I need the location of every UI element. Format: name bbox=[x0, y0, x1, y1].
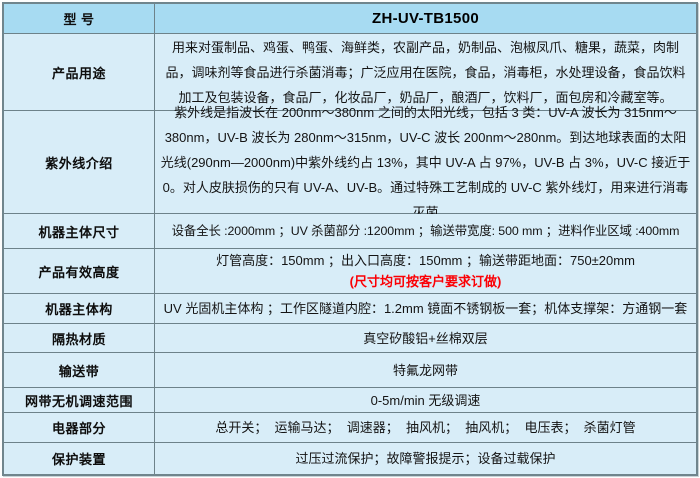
row-value-main: 灯管高度：150mm ；出入口高度：150mm ；输送带距地面：750±20mm bbox=[216, 253, 635, 268]
table-row-machine-body: 机器主体构 UV 光固机主体构 ；工作区隧道内腔：1.2mm 镜面不锈钢板一套；… bbox=[4, 294, 696, 324]
row-label: 输送带 bbox=[4, 353, 155, 387]
row-value: 真空矽酸铝+丝棉双层 bbox=[155, 324, 696, 352]
table-row-conveyor-belt: 输送带 特氟龙网带 bbox=[4, 353, 696, 388]
row-value: 特氟龙网带 bbox=[155, 353, 696, 387]
row-value: UV 光固机主体构 ；工作区隧道内腔：1.2mm 镜面不锈钢板一套；机体支撑架：… bbox=[155, 294, 696, 323]
row-label: 保护装置 bbox=[4, 443, 155, 474]
row-value: 过压过流保护；故障警报提示；设备过载保护 bbox=[155, 443, 696, 474]
model-label: 型 号 bbox=[4, 4, 155, 33]
row-value: 灯管高度：150mm ；出入口高度：150mm ；输送带距地面：750±20mm… bbox=[155, 249, 696, 293]
table-row-speed-range: 网带无机调速范围 0-5m/min 无级调速 bbox=[4, 388, 696, 413]
row-value: 总开关； 运输马达； 调速器； 抽风机； 抽风机； 电压表； 杀菌灯管 bbox=[155, 413, 696, 442]
table-row-uv-intro: 紫外线介绍 紫外线是指波长在 200nm～380nm 之间的太阳光线，包括 3 … bbox=[4, 105, 696, 220]
table-row-electrical: 电器部分 总开关； 运输马达； 调速器； 抽风机； 抽风机； 电压表； 杀菌灯管 bbox=[4, 413, 696, 443]
table-row-effective-height: 产品有效高度 灯管高度：150mm ；出入口高度：150mm ；输送带距地面：7… bbox=[4, 249, 696, 294]
row-label: 网带无机调速范围 bbox=[4, 388, 155, 412]
row-label: 产品用途 bbox=[4, 34, 155, 110]
row-value: 用来对蛋制品、鸡蛋、鸭蛋、海鲜类，农副产品，奶制品、泡椒凤爪、糖果，蔬菜，肉制品… bbox=[155, 34, 696, 110]
row-label: 产品有效高度 bbox=[4, 249, 155, 293]
row-value: 0-5m/min 无级调速 bbox=[155, 388, 696, 412]
row-label: 机器主体构 bbox=[4, 294, 155, 323]
model-value: ZH-UV-TB1500 bbox=[155, 4, 696, 33]
row-value-note: (尺寸均可按客户要求订做) bbox=[349, 274, 502, 289]
row-label: 隔热材质 bbox=[4, 324, 155, 352]
row-value: 紫外线是指波长在 200nm～380nm 之间的太阳光线，包括 3 类：UV-A… bbox=[155, 105, 696, 220]
table-row-protection: 保护装置 过压过流保护；故障警报提示；设备过载保护 bbox=[4, 443, 696, 474]
table-row-machine-size: 机器主体尺寸 设备全长 :2000mm ；UV 杀菌部分 :1200mm ；输送… bbox=[4, 214, 696, 249]
row-label: 机器主体尺寸 bbox=[4, 214, 155, 248]
row-value: 设备全长 :2000mm ；UV 杀菌部分 :1200mm ；输送带宽度: 50… bbox=[155, 214, 696, 248]
row-label: 电器部分 bbox=[4, 413, 155, 442]
row-label: 紫外线介绍 bbox=[4, 111, 155, 213]
table-row-model: 型 号 ZH-UV-TB1500 bbox=[4, 4, 696, 34]
table-row-product-use: 产品用途 用来对蛋制品、鸡蛋、鸭蛋、海鲜类，农副产品，奶制品、泡椒凤爪、糖果，蔬… bbox=[4, 34, 696, 111]
table-row-insulation: 隔热材质 真空矽酸铝+丝棉双层 bbox=[4, 324, 696, 353]
